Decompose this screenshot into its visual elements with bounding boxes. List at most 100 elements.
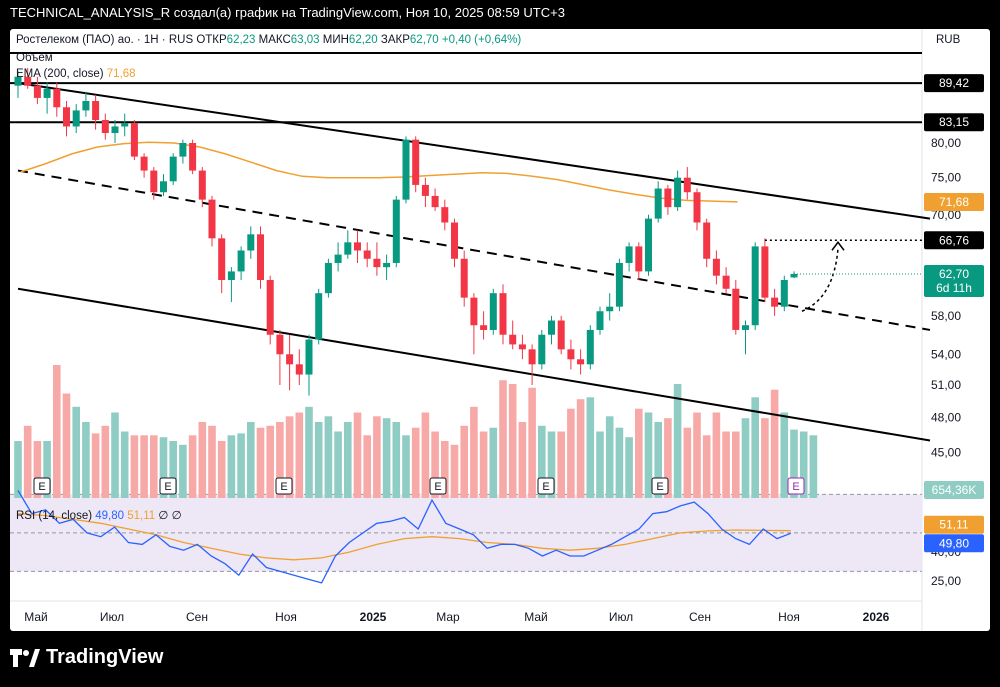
volume-marker-text: 654,36K xyxy=(932,483,977,497)
volume-bar xyxy=(538,425,546,498)
volume-bar xyxy=(702,435,711,498)
event-marker-label: E xyxy=(792,481,799,493)
candle-body xyxy=(286,354,294,365)
volume-bar xyxy=(227,435,236,498)
volume-bar xyxy=(625,437,633,498)
candle-body xyxy=(645,218,652,272)
volume-bar xyxy=(547,431,556,498)
candle-body xyxy=(354,242,361,251)
volume-bar xyxy=(421,412,430,498)
volume-bar xyxy=(799,431,808,498)
open-value: 62,23 xyxy=(226,34,256,46)
rsi-ma-marker: 51,11 xyxy=(924,515,984,534)
tradingview-logo[interactable]: TradingView xyxy=(10,646,163,669)
brand-name: TradingView xyxy=(46,646,164,668)
event-marker: E xyxy=(651,477,669,495)
volume-bar xyxy=(722,431,730,498)
rsi-extra: ∅ ∅ xyxy=(158,510,182,522)
candle-body xyxy=(130,123,138,157)
candle-body xyxy=(683,177,691,193)
volume-bar xyxy=(23,425,32,498)
candle-body xyxy=(189,143,197,171)
volume-bar xyxy=(557,431,565,498)
volume-bar xyxy=(334,431,342,498)
event-marker-box xyxy=(651,477,669,495)
volume-bar xyxy=(72,406,80,498)
volume-bar xyxy=(198,422,207,498)
time-tick-label: Июл xyxy=(609,610,633,624)
candle-body xyxy=(121,123,129,127)
candle-body xyxy=(431,195,439,208)
candle-body xyxy=(140,156,148,171)
volume-bar xyxy=(479,431,488,498)
volume-bar xyxy=(353,412,362,498)
volume-marker-box xyxy=(924,481,984,499)
candle-body xyxy=(383,262,391,268)
candle-body xyxy=(295,364,303,375)
volume-bar xyxy=(314,422,323,498)
volume-bar xyxy=(596,431,604,498)
time-to-close: 6d 11h xyxy=(936,281,972,295)
candle-body xyxy=(596,311,604,330)
volume-bar xyxy=(101,425,110,498)
volume-bar xyxy=(518,422,527,498)
event-marker: E xyxy=(537,477,555,495)
rsi-legend: RSI (14, close) 49,80 51,11 ∅ ∅ xyxy=(16,508,182,522)
currency-label[interactable]: RUB xyxy=(936,34,961,46)
candle-body xyxy=(518,344,526,350)
open-label: ОТКР xyxy=(196,34,227,46)
candle-body xyxy=(654,188,662,219)
volume-bar xyxy=(120,431,129,498)
candle-body xyxy=(577,359,585,365)
candle-body xyxy=(24,76,32,86)
event-marker-box xyxy=(275,477,293,495)
target-price-marker: 66,76 xyxy=(924,231,984,250)
candle-body xyxy=(606,306,614,312)
volume-bar xyxy=(247,422,255,498)
candle-body xyxy=(412,139,420,185)
candle-body xyxy=(615,262,623,307)
candle-body xyxy=(198,170,206,200)
volume-bar xyxy=(188,435,197,498)
time-tick-label: Май xyxy=(24,610,48,624)
candle-body xyxy=(790,273,798,278)
target-price-marker-box xyxy=(924,231,984,250)
volume-bar xyxy=(809,435,818,498)
candle-body xyxy=(489,293,497,330)
volume-bar xyxy=(615,427,624,498)
volume-bar xyxy=(130,435,139,498)
time-tick-label: 2026 xyxy=(863,610,890,624)
volume-bar xyxy=(489,427,498,498)
candle-body xyxy=(150,170,158,193)
event-marker: E xyxy=(275,477,293,495)
volume-bar xyxy=(305,406,313,498)
price-tick-label: 48,00 xyxy=(931,411,961,425)
close-value: 62,70 xyxy=(409,34,439,46)
price-chart[interactable]: E E E E E E E 80,00 75,00 70,00 58,00 54,00 51,00 48,… xyxy=(10,29,990,631)
chart-panel[interactable]: E E E E E E E 80,00 75,00 70,00 58,00 54,00 51,00 48,… xyxy=(10,29,990,631)
volume-bar xyxy=(712,412,721,498)
volume-bar xyxy=(586,397,595,498)
ema-legend: EMA (200, close) 71,68 xyxy=(16,68,136,80)
volume-bar xyxy=(285,416,294,498)
candle-body xyxy=(703,222,711,259)
candle-body xyxy=(43,88,51,98)
event-marker-box xyxy=(33,477,51,495)
price-tick-label: 80,00 xyxy=(931,136,961,150)
volume-bar xyxy=(266,425,274,498)
event-marker-label: E xyxy=(656,481,663,493)
candle-body xyxy=(722,275,730,289)
price-marker-83: 83,15 xyxy=(924,113,984,132)
candle-body xyxy=(179,143,187,157)
candle-body xyxy=(227,271,235,281)
candle-body xyxy=(674,177,682,208)
ema-label: EMA (200, close) xyxy=(16,68,104,80)
volume-bar xyxy=(14,441,22,498)
candle-body xyxy=(451,222,458,259)
candle-body xyxy=(732,288,740,330)
candle-body xyxy=(441,207,449,223)
volume-bar xyxy=(43,441,51,498)
candle-body xyxy=(693,192,701,223)
rsi-ma-value: 51,11 xyxy=(127,510,156,522)
